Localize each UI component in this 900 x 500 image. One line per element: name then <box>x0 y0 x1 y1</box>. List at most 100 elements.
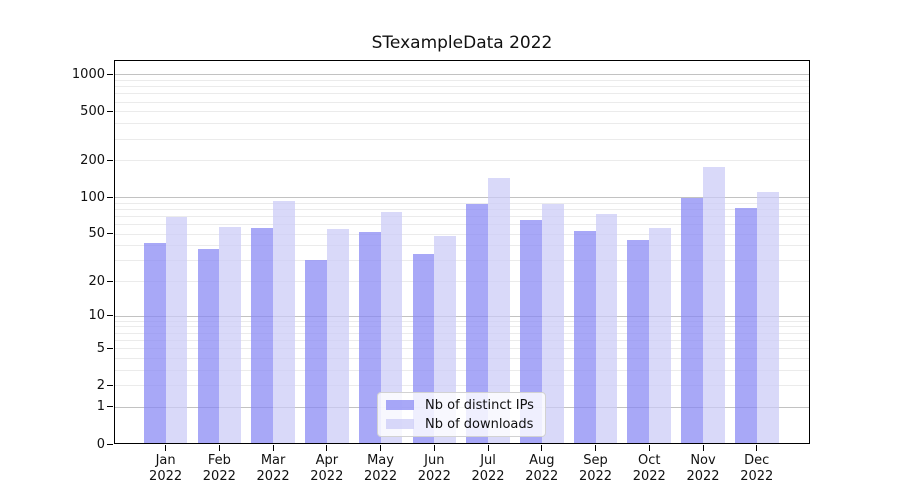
x-tick-may <box>380 445 382 451</box>
gridline-600 <box>115 101 809 103</box>
y-tick-label-100: 100 <box>80 189 105 205</box>
y-tick-label-0: 0 <box>96 436 105 452</box>
gridline-700 <box>115 93 809 95</box>
x-tick-label-jan: Jan 2022 <box>149 453 183 484</box>
x-tick-oct <box>648 445 650 451</box>
bar-ips-nov <box>681 198 703 443</box>
y-tick-2 <box>107 384 113 386</box>
bar-downloads-nov <box>703 166 725 443</box>
x-tick-label-may: May 2022 <box>364 453 398 484</box>
bar-downloads-aug <box>541 204 564 443</box>
x-tick-label-feb: Feb 2022 <box>202 453 236 484</box>
legend-swatch-distinct-ips <box>386 400 414 410</box>
x-tick-label-nov: Nov 2022 <box>686 453 720 484</box>
gridline-60 <box>115 224 809 226</box>
gridline-9 <box>115 320 809 322</box>
gridline-300 <box>115 138 809 140</box>
bar-downloads-sep <box>595 214 618 443</box>
y-tick-label-1: 1 <box>96 399 105 415</box>
y-tick-label-500: 500 <box>80 103 105 119</box>
bar-ips-may <box>358 231 381 443</box>
y-tick-label-200: 200 <box>80 152 105 168</box>
x-tick-aug <box>541 445 543 451</box>
bar-downloads-oct <box>649 227 672 443</box>
bar-ips-sep <box>573 230 596 443</box>
gridline-10 <box>115 315 809 317</box>
y-tick-100 <box>107 196 113 198</box>
bar-downloads-jul <box>488 178 510 443</box>
x-tick-sep <box>595 445 597 451</box>
y-tick-label-50: 50 <box>88 226 105 242</box>
bar-downloads-feb <box>219 226 242 443</box>
y-tick-500 <box>107 110 113 112</box>
legend-item-downloads: Nb of downloads <box>386 417 545 432</box>
y-tick-label-10: 10 <box>88 308 105 324</box>
bar-ips-feb <box>197 249 220 443</box>
x-tick-label-dec: Dec 2022 <box>740 453 774 484</box>
x-tick-label-oct: Oct 2022 <box>632 453 666 484</box>
legend-label-distinct-ips: Nb of distinct IPs <box>425 397 534 413</box>
x-tick-jun <box>433 445 435 451</box>
gridline-20 <box>115 281 809 283</box>
y-tick-1 <box>107 406 113 408</box>
legend-swatch-downloads <box>386 419 414 429</box>
x-tick-feb <box>218 445 220 451</box>
gridline-200 <box>115 160 809 162</box>
y-tick-1000 <box>107 73 113 75</box>
bar-downloads-dec <box>756 192 779 443</box>
bar-ips-mar <box>251 227 274 443</box>
y-tick-label-5: 5 <box>96 340 105 356</box>
gridline-2 <box>115 385 809 387</box>
bar-ips-apr <box>305 260 327 443</box>
gridline-5 <box>115 348 809 350</box>
y-tick-200 <box>107 159 113 161</box>
x-tick-label-jul: Jul 2022 <box>471 453 505 484</box>
legend: Nb of distinct IPs Nb of downloads <box>377 392 546 437</box>
y-tick-10 <box>107 315 113 317</box>
y-tick-0 <box>107 443 113 445</box>
x-tick-label-mar: Mar 2022 <box>256 453 290 484</box>
gridline-400 <box>115 123 809 125</box>
bar-downloads-may <box>380 212 403 443</box>
gridline-1000 <box>115 74 809 76</box>
gridline-50 <box>115 233 809 235</box>
y-tick-5 <box>107 347 113 349</box>
gridline-800 <box>115 86 809 88</box>
bar-ips-oct <box>627 240 650 443</box>
gridline-500 <box>115 111 809 113</box>
gridline-7 <box>115 332 809 334</box>
bar-downloads-apr <box>326 228 349 443</box>
gridline-30 <box>115 260 809 262</box>
gridline-100 <box>115 197 809 199</box>
bar-ips-dec <box>734 208 757 443</box>
chart-title: STexampleData 2022 <box>371 33 553 53</box>
plot-area <box>114 60 810 444</box>
gridline-90 <box>115 202 809 204</box>
legend-label-downloads: Nb of downloads <box>425 416 534 432</box>
x-tick-label-sep: Sep 2022 <box>578 453 613 484</box>
x-tick-label-aug: Aug 2022 <box>525 453 559 484</box>
x-tick-mar <box>272 445 274 451</box>
x-tick-dec <box>756 445 758 451</box>
gridline-6 <box>115 339 809 341</box>
gridline-70 <box>115 215 809 217</box>
gridline-80 <box>115 208 809 210</box>
bar-downloads-mar <box>273 200 295 443</box>
gridline-8 <box>115 326 809 328</box>
y-tick-20 <box>107 280 113 282</box>
bar-ips-jul <box>466 203 489 443</box>
gridline-40 <box>115 245 809 247</box>
gridline-900 <box>115 79 809 81</box>
y-tick-50 <box>107 233 113 235</box>
x-tick-label-apr: Apr 2022 <box>310 453 344 484</box>
x-tick-apr <box>326 445 328 451</box>
bar-downloads-jun <box>434 235 457 443</box>
gridline-3 <box>115 369 809 371</box>
bar-downloads-jan <box>165 217 188 443</box>
gridline-4 <box>115 357 809 359</box>
y-tick-label-1000: 1000 <box>71 66 105 82</box>
y-tick-label-2: 2 <box>96 377 105 393</box>
y-tick-label-20: 20 <box>88 273 105 289</box>
x-tick-nov <box>702 445 704 451</box>
